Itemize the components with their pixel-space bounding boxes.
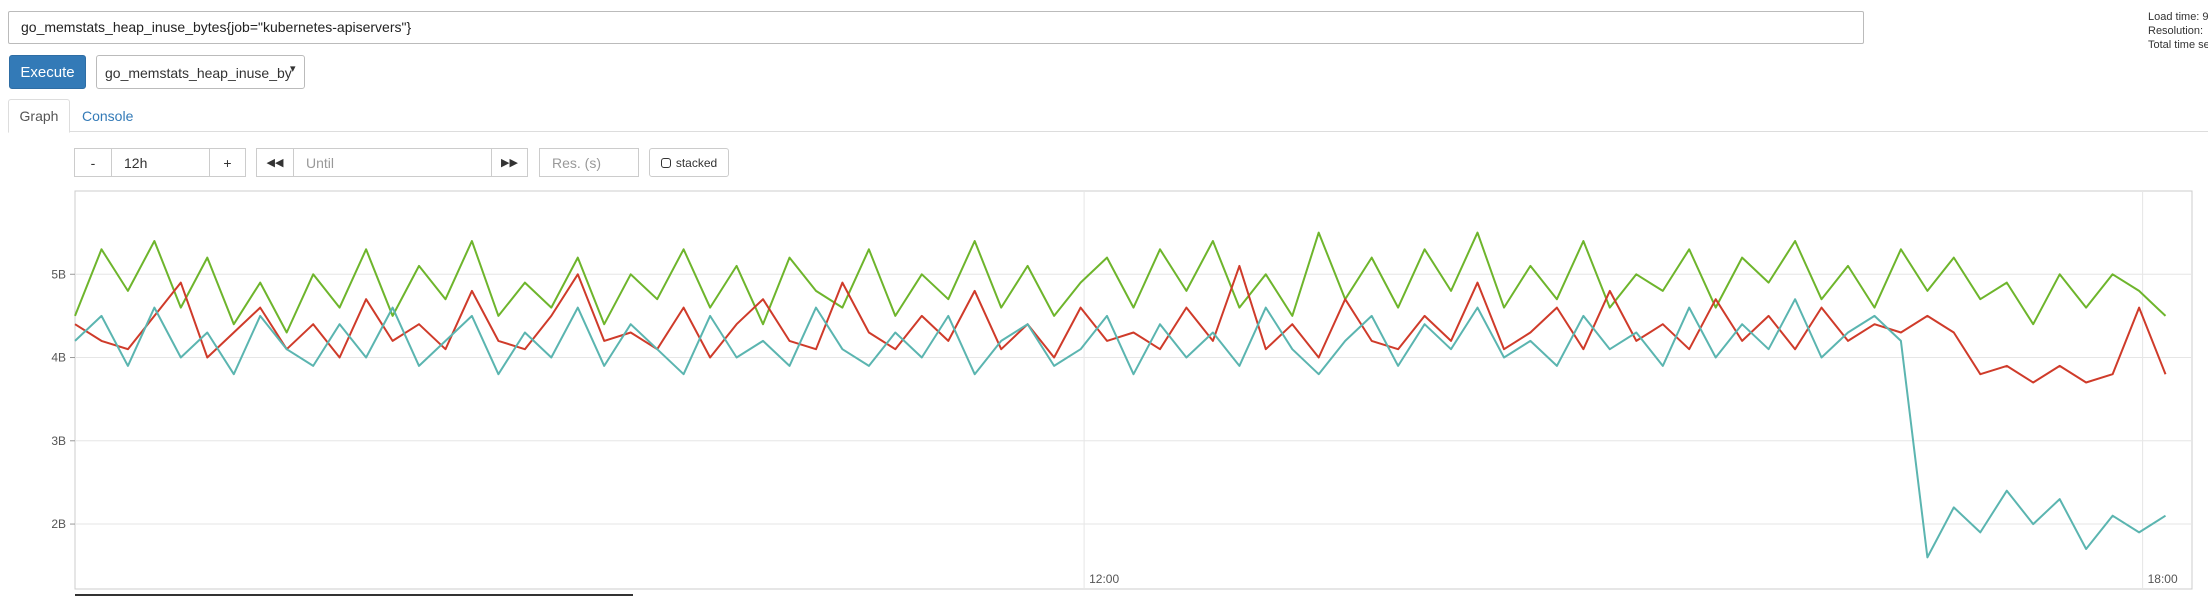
stat-line: Load time: 9 xyxy=(2148,11,2208,23)
forward-button[interactable]: ▶▶ xyxy=(491,148,528,177)
stat-line: Resolution: xyxy=(2148,25,2204,37)
y-tick-label: 2B xyxy=(51,517,66,531)
until-input[interactable]: Until xyxy=(293,148,492,177)
stacked-button[interactable]: stacked xyxy=(649,148,729,177)
y-tick-label: 4B xyxy=(51,351,66,365)
plot-frame xyxy=(74,190,2193,590)
metric-select[interactable]: go_memstats_heap_inuse_by xyxy=(96,55,305,89)
y-tick-label: 5B xyxy=(51,267,66,281)
select-arrow: ▾ xyxy=(290,63,296,75)
range-plus[interactable]: + xyxy=(209,148,246,177)
x-tick-label: 12:00 xyxy=(1089,572,1119,586)
scrollbar xyxy=(75,594,633,596)
stats: Load time: 9 Resolution: Total time se xyxy=(2148,10,2208,52)
stat-line: Total time se xyxy=(2148,39,2208,51)
stacked-icon xyxy=(660,157,671,168)
x-tick-label: 18:00 xyxy=(2148,572,2178,586)
series-line xyxy=(74,231,2167,334)
stacked-label: stacked xyxy=(675,155,718,170)
tab-graph[interactable]: Graph xyxy=(8,99,70,133)
back-button[interactable]: ◀◀ xyxy=(256,148,294,177)
range-minus[interactable]: - xyxy=(74,148,112,177)
range-input[interactable]: 12h xyxy=(111,148,210,177)
chart: 2B 3B 4B 5B 12:00 18:00 xyxy=(51,190,2193,590)
y-tick-label: 3B xyxy=(51,434,66,448)
tab-divider xyxy=(8,131,2208,132)
execute-button[interactable]: Execute xyxy=(9,55,86,89)
tab-console[interactable]: Console xyxy=(82,108,134,124)
query-input[interactable]: go_memstats_heap_inuse_bytes{job="kubern… xyxy=(8,11,1864,44)
series-line xyxy=(74,264,2167,384)
resolution-input[interactable]: Res. (s) xyxy=(539,148,639,177)
series-line xyxy=(74,298,2167,559)
